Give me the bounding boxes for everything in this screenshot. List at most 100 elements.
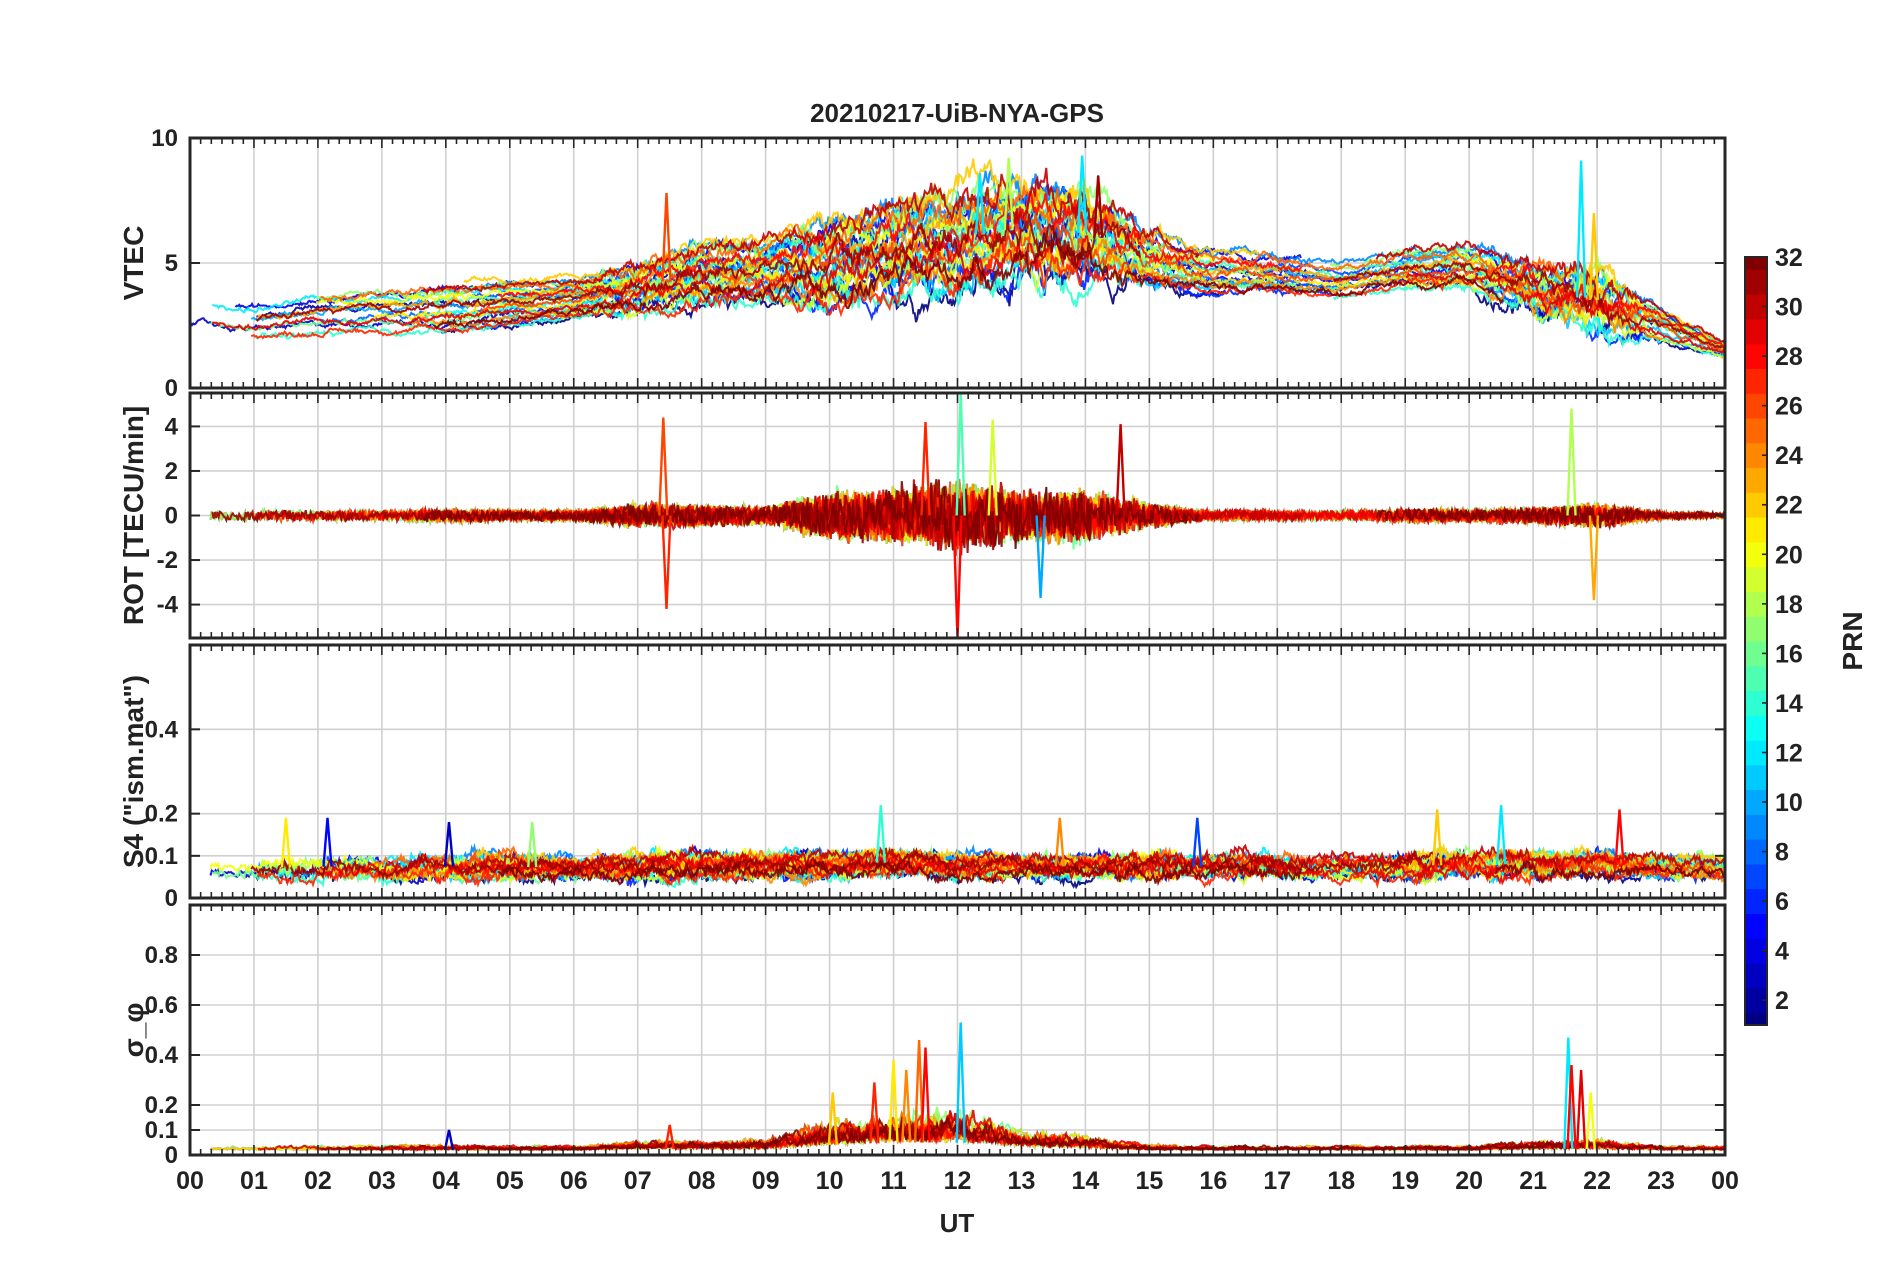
- spike-mark: [920, 421, 931, 516]
- colorbar-swatch: [1745, 517, 1767, 543]
- panel-sigma_phi: 00.10.2 0.4 0.6 0.8 σ_φ: [118, 903, 1727, 1169]
- y-tick-label: 0.4: [145, 716, 179, 743]
- x-tick-label: 21: [1519, 1167, 1547, 1195]
- y-tick-label: 0: [165, 503, 178, 530]
- prn-14-trace: [255, 254, 1142, 340]
- panel-s4: 0 0.1 0.2 0.4S4 ("ism.mat"): [118, 643, 1727, 912]
- spike-mark: [952, 515, 963, 638]
- y-axis-label: S4 ("ism.mat"): [118, 675, 149, 868]
- x-tick-label: 15: [1135, 1167, 1163, 1195]
- x-tick-label: 03: [368, 1167, 396, 1195]
- colorbar-swatch: [1745, 368, 1767, 394]
- prn-29-trace: [1405, 271, 1725, 355]
- colorbar-tick-label: 10: [1775, 789, 1803, 817]
- colorbar-tick-label: 20: [1775, 541, 1803, 569]
- colorbar-swatch: [1745, 641, 1767, 667]
- spike-mark: [322, 817, 333, 867]
- colorbar-swatch: [1745, 888, 1767, 915]
- x-tick-label: 22: [1583, 1167, 1611, 1195]
- spike-mark: [661, 515, 672, 610]
- x-tick-label: 23: [1647, 1167, 1675, 1195]
- x-tick-label: 16: [1199, 1167, 1227, 1195]
- y-axis-label: σ_φ: [118, 1003, 149, 1058]
- x-tick-label: 12: [944, 1167, 972, 1195]
- spike-mark: [1614, 809, 1625, 866]
- x-tick-label: 00: [176, 1167, 204, 1195]
- y-tick-label: 0.1: [145, 843, 178, 870]
- series-group: [190, 155, 1725, 359]
- spike-mark: [1588, 212, 1600, 300]
- y-tick-label: 0: [165, 1142, 178, 1169]
- y-tick-label: 0.8: [145, 942, 178, 969]
- colorbar-swatch: [1745, 257, 1767, 270]
- colorbar-label: PRN: [1837, 611, 1868, 670]
- y-tick-label: -2: [157, 547, 178, 574]
- colorbar-tick-label: 12: [1775, 739, 1803, 767]
- colorbar-swatch: [1745, 715, 1767, 741]
- y-axis-label: ROT [TECU/min]: [118, 406, 149, 625]
- prn-25-trace: [320, 185, 1565, 303]
- prn-31-trace: [1332, 260, 1723, 349]
- spike-mark: [1575, 160, 1587, 298]
- prn-32-trace: [433, 231, 1505, 330]
- spike-mark: [1432, 809, 1443, 866]
- prn-31-trace: [255, 213, 1142, 322]
- x-tick-label: 00: [1711, 1167, 1739, 1195]
- prn-30-trace: [1375, 240, 1725, 344]
- x-tick-label: 06: [560, 1167, 588, 1195]
- spike-mark: [869, 1082, 880, 1144]
- colorbar-tick-label: 16: [1775, 640, 1803, 668]
- colorbar-swatch: [1745, 863, 1767, 890]
- spike-mark: [664, 1124, 675, 1149]
- colorbar-frame: [1744, 256, 1768, 1026]
- y-tick-label: 2: [165, 458, 178, 485]
- y-tick-label: 0.4: [145, 1042, 179, 1069]
- x-tick-label: 13: [1008, 1167, 1036, 1195]
- y-tick-label: 0: [165, 885, 178, 912]
- colorbar-swatch: [1745, 789, 1767, 815]
- x-tick-label: 19: [1391, 1167, 1419, 1195]
- y-tick-label: 5: [165, 250, 178, 277]
- spike-mark: [888, 1059, 899, 1143]
- x-tick-label: 07: [624, 1167, 652, 1195]
- spike-mark: [1054, 817, 1065, 867]
- colorbar-swatch: [1745, 839, 1767, 865]
- x-tick-label: 20: [1455, 1167, 1483, 1195]
- y-tick-label: 0.2: [145, 1092, 178, 1119]
- spike-mark: [661, 192, 672, 282]
- x-axis-label: UT: [940, 1208, 975, 1238]
- spike-mark: [1077, 155, 1088, 233]
- colorbar-swatch: [1745, 467, 1767, 493]
- colorbar-swatch: [1745, 938, 1767, 964]
- spike-mark: [1495, 805, 1507, 865]
- spike-mark: [658, 417, 669, 516]
- x-tick-label: 08: [688, 1167, 716, 1195]
- colorbar-swatch: [1745, 566, 1767, 592]
- colorbar-swatch: [1745, 963, 1767, 989]
- colorbar-swatch: [1745, 294, 1767, 320]
- spike-mark: [280, 817, 292, 868]
- spike-mark: [1588, 515, 1600, 601]
- x-tick-label: 17: [1263, 1167, 1291, 1195]
- y-tick-label: 0.1: [145, 1117, 178, 1144]
- x-tick-label: 14: [1072, 1167, 1100, 1195]
- colorbar-tick-label: 6: [1775, 888, 1789, 916]
- spike-mark: [1566, 408, 1577, 516]
- y-tick-label: 0.2: [145, 801, 178, 828]
- spike-mark: [1115, 424, 1126, 516]
- prn-30-trace: [479, 843, 1725, 872]
- spike-mark: [827, 1092, 838, 1145]
- y-axis-label: VTEC: [118, 226, 149, 301]
- colorbar-swatch: [1745, 393, 1767, 419]
- colorbar-swatch: [1745, 764, 1767, 791]
- prn-32-trace: [1375, 505, 1725, 529]
- prn-32-trace: [497, 858, 1303, 887]
- x-tick-label: 01: [240, 1167, 268, 1195]
- x-tick-label: 18: [1327, 1167, 1355, 1195]
- colorbar-tick-label: 8: [1775, 839, 1789, 867]
- series-group: [209, 393, 1725, 638]
- x-tick-label: 05: [496, 1167, 524, 1195]
- x-tick-label: 10: [816, 1167, 844, 1195]
- colorbar-tick-label: 24: [1775, 442, 1803, 470]
